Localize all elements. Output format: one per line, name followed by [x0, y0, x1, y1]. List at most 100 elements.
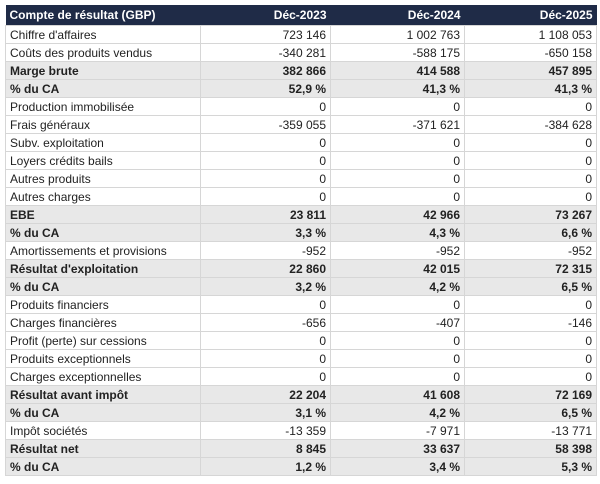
cell-value: -146	[464, 313, 597, 332]
cell-value: 0	[200, 295, 331, 314]
cell-value: 0	[464, 133, 597, 152]
table-row: Subv. exploitation 0 0 0	[5, 133, 597, 152]
table-row: % du CA 1,2 % 3,4 % 5,3 %	[5, 457, 597, 476]
cell-value: 3,3 %	[200, 223, 331, 242]
row-label: EBE	[5, 205, 201, 224]
cell-value: 1 108 053	[464, 25, 597, 44]
cell-value: 0	[200, 331, 331, 350]
cell-value: 4,2 %	[330, 277, 465, 296]
table-row: Résultat d'exploitation 22 860 42 015 72 31…	[5, 259, 597, 278]
cell-value: 0	[330, 169, 465, 188]
table-row: % du CA 3,3 % 4,3 % 6,6 %	[5, 223, 597, 242]
cell-value: 0	[330, 151, 465, 170]
cell-value: 0	[330, 133, 465, 152]
cell-value: -650 158	[464, 43, 597, 62]
row-label: % du CA	[5, 277, 201, 296]
cell-value: 0	[330, 187, 465, 206]
cell-value: 0	[464, 187, 597, 206]
cell-value: 1,2 %	[200, 457, 331, 476]
row-label: Charges financières	[5, 313, 201, 332]
cell-value: 414 588	[330, 61, 465, 80]
table-row: Résultat avant impôt 22 204 41 608 72 169	[5, 385, 597, 404]
table-row: EBE 23 811 42 966 73 267	[5, 205, 597, 224]
cell-value: 23 811	[200, 205, 331, 224]
cell-value: 41,3 %	[464, 79, 597, 98]
cell-value: 0	[330, 331, 465, 350]
cell-value: 73 267	[464, 205, 597, 224]
table-row: Coûts des produits vendus -340 281 -588 17…	[5, 43, 597, 62]
cell-value: 0	[330, 367, 465, 386]
table-row: Autres produits 0 0 0	[5, 169, 597, 188]
table-row: Marge brute 382 866 414 588 457 895	[5, 61, 597, 80]
cell-value: 723 146	[200, 25, 331, 44]
cell-value: 0	[200, 349, 331, 368]
cell-value: -952	[330, 241, 465, 260]
table-row: Production immobilisée 0 0 0	[5, 97, 597, 116]
row-label: % du CA	[5, 223, 201, 242]
row-label: Profit (perte) sur cessions	[5, 331, 201, 350]
table-row: % du CA 52,9 % 41,3 % 41,3 %	[5, 79, 597, 98]
cell-value: 0	[200, 151, 331, 170]
cell-value: 72 169	[464, 385, 597, 404]
cell-value: -588 175	[330, 43, 465, 62]
row-label: Charges exceptionnelles	[5, 367, 201, 386]
table-row: Charges financières -656 -407 -146	[5, 313, 597, 332]
cell-value: 0	[464, 331, 597, 350]
table-row: Amortissements et provisions -952 -952 -952	[5, 241, 597, 260]
cell-value: -13 771	[464, 421, 597, 440]
income-statement: Compte de résultat (GBP) Déc-2023 Déc-2024…	[5, 5, 597, 476]
row-label: % du CA	[5, 457, 201, 476]
cell-value: -384 628	[464, 115, 597, 134]
row-label: Subv. exploitation	[5, 133, 201, 152]
cell-value: 0	[330, 349, 465, 368]
cell-value: -371 621	[330, 115, 465, 134]
cell-value: -407	[330, 313, 465, 332]
table-row: Profit (perte) sur cessions 0 0 0	[5, 331, 597, 350]
table-row: Produits financiers 0 0 0	[5, 295, 597, 314]
column-header: Déc-2024	[330, 5, 465, 26]
cell-value: 0	[200, 367, 331, 386]
header-row: Compte de résultat (GBP) Déc-2023 Déc-2024…	[5, 5, 597, 26]
row-label: Coûts des produits vendus	[5, 43, 201, 62]
column-header: Déc-2023	[200, 5, 331, 26]
cell-value: 0	[464, 151, 597, 170]
cell-value: 52,9 %	[200, 79, 331, 98]
cell-value: 0	[464, 295, 597, 314]
cell-value: -952	[200, 241, 331, 260]
cell-value: 42 015	[330, 259, 465, 278]
row-label: Production immobilisée	[5, 97, 201, 116]
cell-value: 0	[200, 133, 331, 152]
cell-value: 0	[464, 367, 597, 386]
cell-value: -952	[464, 241, 597, 260]
cell-value: 4,2 %	[330, 403, 465, 422]
cell-value: 42 966	[330, 205, 465, 224]
cell-value: 6,6 %	[464, 223, 597, 242]
cell-value: 0	[330, 295, 465, 314]
cell-value: 22 204	[200, 385, 331, 404]
cell-value: 58 398	[464, 439, 597, 458]
cell-value: 5,3 %	[464, 457, 597, 476]
cell-value: -7 971	[330, 421, 465, 440]
cell-value: 22 860	[200, 259, 331, 278]
row-label: Résultat d'exploitation	[5, 259, 201, 278]
cell-value: 41 608	[330, 385, 465, 404]
table-row: Chiffre d'affaires 723 146 1 002 763 1 108 …	[5, 25, 597, 44]
row-label: % du CA	[5, 403, 201, 422]
cell-value: 0	[200, 169, 331, 188]
row-label: Produits exceptionnels	[5, 349, 201, 368]
row-label: Résultat net	[5, 439, 201, 458]
cell-value: 41,3 %	[330, 79, 465, 98]
table-row: Autres charges 0 0 0	[5, 187, 597, 206]
cell-value: 0	[330, 97, 465, 116]
row-label: Autres charges	[5, 187, 201, 206]
table-row: % du CA 3,1 % 4,2 % 6,5 %	[5, 403, 597, 422]
row-label: Chiffre d'affaires	[5, 25, 201, 44]
table-row: Charges exceptionnelles 0 0 0	[5, 367, 597, 386]
cell-value: 0	[464, 349, 597, 368]
table-row: Loyers crédits bails 0 0 0	[5, 151, 597, 170]
table-row: % du CA 3,2 % 4,2 % 6,5 %	[5, 277, 597, 296]
cell-value: -340 281	[200, 43, 331, 62]
cell-value: 72 315	[464, 259, 597, 278]
column-header: Compte de résultat (GBP)	[5, 5, 201, 26]
